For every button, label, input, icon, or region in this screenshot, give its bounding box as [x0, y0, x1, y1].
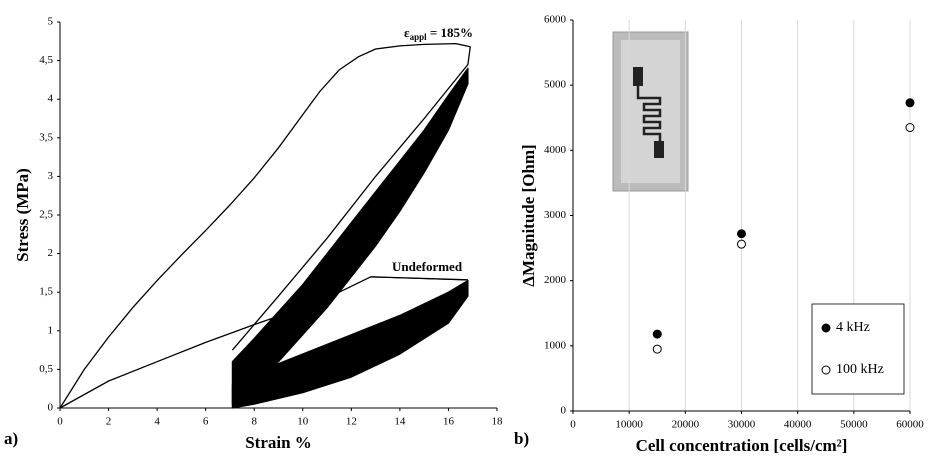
x-tick-label: 18 [492, 416, 504, 428]
x-tick-label: 6 [203, 416, 209, 428]
panel-label: b) [514, 429, 529, 448]
data-point [737, 229, 746, 239]
annotation-part: ε [404, 25, 410, 40]
y-tick-label: 3 [48, 170, 54, 182]
x-tick-label: 40000 [784, 419, 812, 431]
x-tick-label: 0 [570, 419, 576, 431]
data-point [905, 123, 915, 133]
inset-photo [612, 31, 689, 192]
legend-box [811, 303, 905, 395]
x-axis-title: Strain % [245, 433, 312, 452]
y-axis-title: Stress (MPa) [13, 168, 32, 262]
annotation: Undeformed [392, 259, 463, 274]
y-tick-label: 4000 [544, 144, 567, 156]
x-tick-label: 8 [251, 416, 257, 428]
y-tick-label: 0 [48, 402, 54, 414]
data-point [737, 239, 746, 249]
y-tick-label: 1,5 [39, 286, 53, 298]
legend-label: 100 kHz [836, 362, 884, 377]
x-tick-label: 2 [106, 416, 112, 428]
x-axis-title: Cell concentration [cells/cm²] [636, 436, 848, 455]
stress-strain-curve [59, 276, 468, 409]
x-tick-label: 50000 [840, 419, 868, 431]
legend-label: 4 kHz [836, 320, 870, 335]
y-tick-label: 0 [561, 405, 567, 417]
x-tick-label: 10000 [615, 419, 643, 431]
y-tick-label: 3,5 [39, 131, 53, 143]
x-tick-label: 4 [154, 416, 160, 428]
annotation-part: appl [410, 32, 428, 42]
annotation-leader [371, 276, 468, 281]
y-tick-label: 1000 [544, 339, 567, 351]
x-tick-label: 16 [443, 416, 455, 428]
loop-band [231, 279, 469, 409]
y-tick-label: 0,5 [39, 363, 53, 375]
x-tick-label: 60000 [896, 419, 924, 431]
y-tick-label: 4 [48, 93, 54, 105]
stress-strain-curve [59, 42, 471, 409]
y-tick-label: 5 [48, 16, 54, 28]
y-tick-label: 5000 [544, 79, 567, 91]
y-tick-label: 2,5 [39, 209, 53, 221]
x-tick-label: 30000 [728, 419, 756, 431]
y-axis-title: ΔMagnitude [Ohm] [519, 144, 538, 286]
annotation: εappl = 185% [404, 25, 473, 42]
data-point [652, 329, 662, 339]
y-tick-label: 4,5 [39, 54, 53, 66]
data-point [905, 98, 915, 108]
x-tick-label: 20000 [672, 419, 700, 431]
x-tick-label: 0 [57, 416, 63, 428]
legend-marker [821, 323, 831, 333]
legend-marker [821, 365, 831, 375]
x-tick-label: 12 [346, 416, 357, 428]
y-tick-label: 6000 [544, 14, 567, 26]
y-tick-label: 3000 [544, 209, 567, 221]
loop-band [231, 67, 469, 405]
x-tick-label: 10 [297, 416, 309, 428]
y-tick-label: 2 [48, 247, 54, 259]
y-tick-label: 1 [48, 324, 54, 336]
annotation-part: = 185% [427, 25, 473, 40]
stress-strain-curve [231, 46, 471, 351]
x-tick-label: 14 [394, 416, 406, 428]
y-tick-label: 2000 [544, 274, 567, 286]
panel-label: a) [4, 429, 18, 448]
data-point [652, 344, 662, 354]
